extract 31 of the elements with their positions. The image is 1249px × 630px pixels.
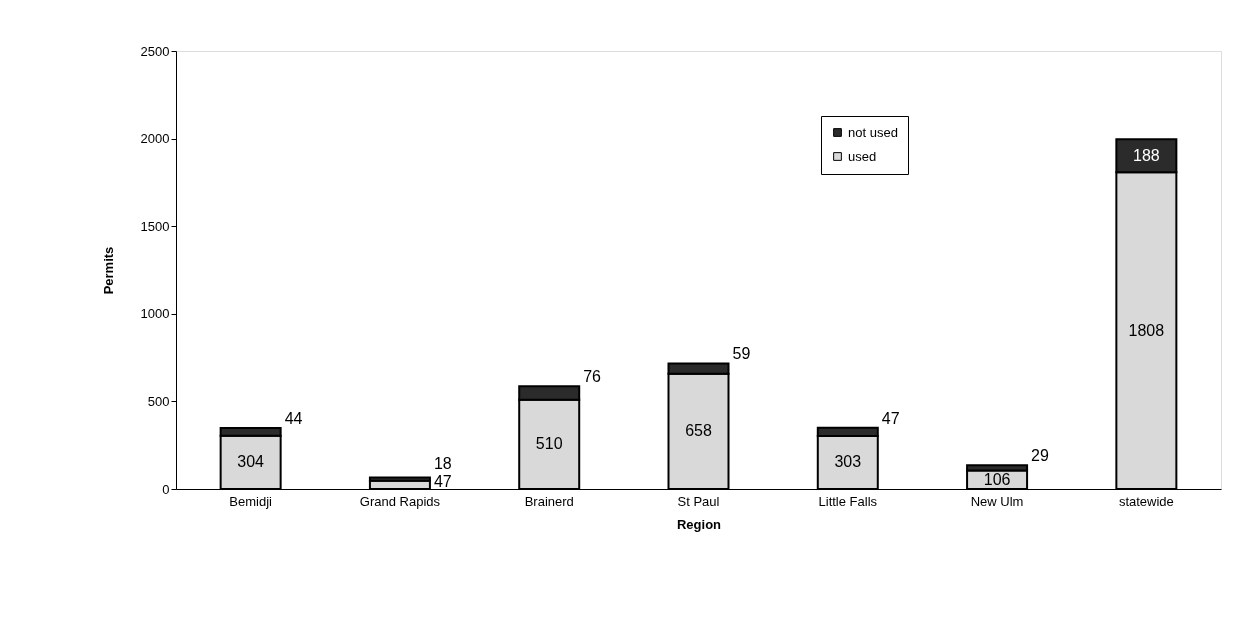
data-label: 59: [732, 345, 751, 363]
y-tick-label: 1500: [140, 218, 170, 234]
x-tick-label: statewide: [1118, 493, 1174, 509]
x-tick-label: New Ulm: [970, 493, 1024, 509]
data-label: 29: [1031, 447, 1049, 465]
y-tick-label: 500: [147, 393, 170, 409]
data-label: 47: [433, 473, 452, 490]
legend-label: used: [848, 148, 877, 164]
data-label: 188: [1133, 146, 1160, 164]
data-label: 303: [834, 453, 862, 471]
data-label: 18: [433, 455, 452, 472]
data-label: 1808: [1128, 321, 1165, 339]
legend-label: not used: [848, 124, 898, 140]
x-tick-label: Grand Rapids: [359, 493, 441, 509]
y-axis-title: Permits: [100, 246, 116, 295]
x-axis-title: Region: [676, 516, 722, 532]
data-label: 47: [881, 409, 900, 427]
x-tick-label: Little Falls: [818, 493, 878, 509]
data-label: 106: [983, 470, 1011, 488]
data-label: 44: [284, 410, 303, 428]
data-label: 510: [535, 435, 563, 453]
x-tick-label: Brainerd: [524, 493, 574, 509]
y-tick-label: 2500: [140, 43, 170, 59]
y-tick-label: 1000: [140, 306, 170, 322]
data-label: 76: [583, 368, 602, 386]
y-tick-label: 2000: [140, 131, 170, 147]
y-tick-label: 0: [162, 481, 170, 497]
data-label: 304: [237, 453, 265, 471]
x-tick-label: St Paul: [677, 493, 720, 509]
x-tick-label: Bemidji: [229, 493, 273, 509]
data-label: 658: [685, 422, 712, 440]
